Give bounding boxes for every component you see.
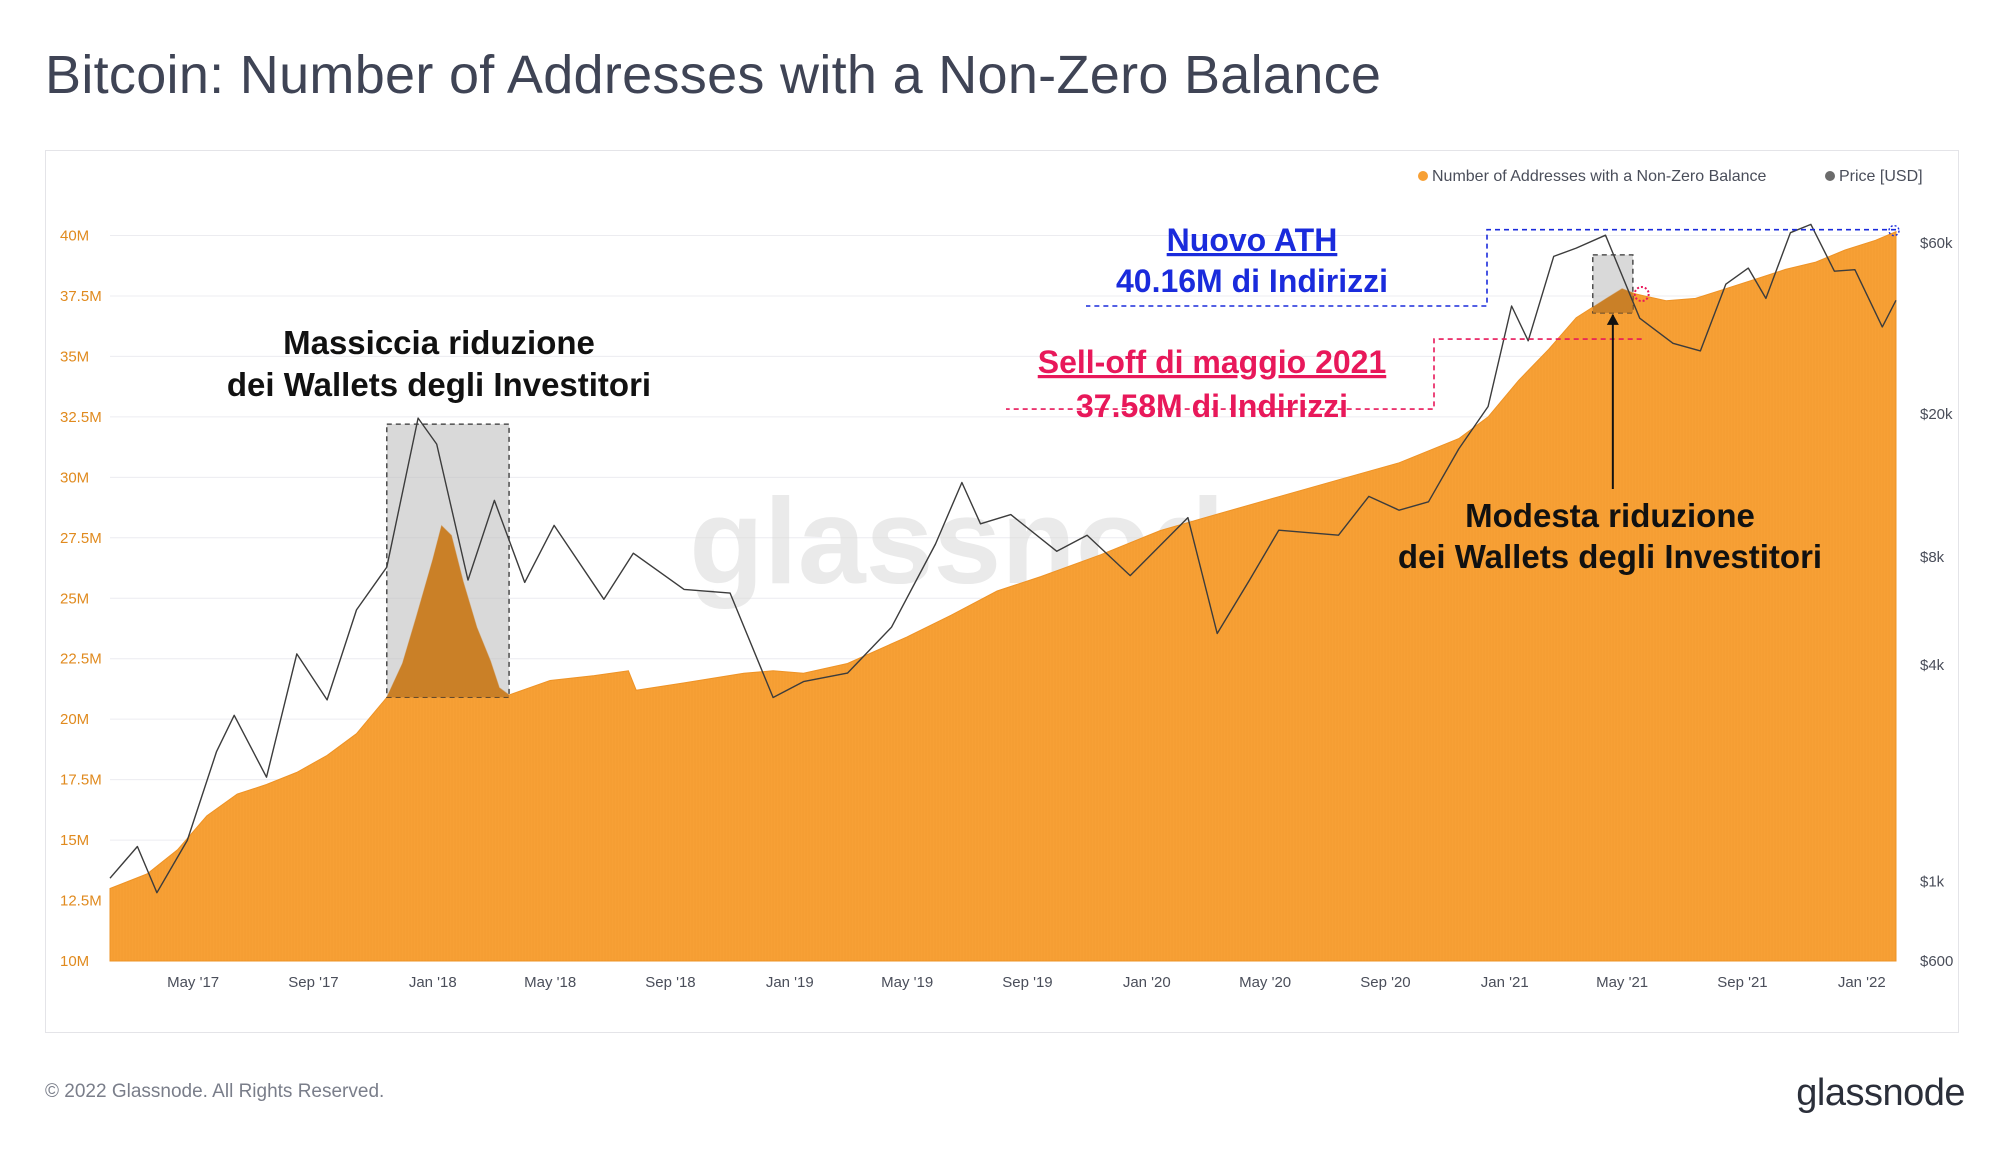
annotation-ath-line1: Nuovo ATH	[1167, 222, 1338, 258]
annotation-selloff-line2: 37.58M di Indirizzi	[1076, 388, 1348, 424]
highlight-box-layer	[386, 254, 1634, 699]
selloff-marker	[1633, 286, 1650, 303]
y-left-tick-label: 17.5M	[60, 772, 102, 789]
x-tick-label: May '19	[881, 974, 933, 991]
price-line	[109, 223, 1897, 894]
y-left-tick-label: 15M	[60, 832, 89, 849]
modest-reduction-arrowhead	[1606, 313, 1619, 325]
legend-swatch-price	[1825, 171, 1835, 181]
y-left-tick-label: 37.5M	[60, 288, 102, 305]
annotation-selloff-line1: Sell-off di maggio 2021	[1038, 344, 1387, 380]
x-tick-label: May '17	[167, 974, 219, 991]
annotation-massive-line1: Massiccia riduzione	[283, 324, 595, 361]
x-tick-label: Jan '20	[1123, 974, 1171, 991]
ath-marker	[1888, 224, 1900, 237]
y-left-tick-label: 35M	[60, 348, 89, 365]
x-tick-label: Sep '20	[1360, 974, 1410, 991]
massive-reduction-fill	[386, 525, 510, 698]
axis-layer: 10M 12.5M 15M 17.5M 20M 22.5M 25M 27.5M 30M 32.5M…	[60, 228, 1953, 991]
footer-logo: glassnode	[1796, 1072, 1965, 1114]
y-left-tick-label: 25M	[60, 590, 89, 607]
x-tick-label: Jan '18	[409, 974, 457, 991]
y-right-tick-label: $1k	[1920, 873, 1945, 890]
modest-reduction-fill	[1592, 288, 1633, 313]
annotation-layer: Massiccia riduzione dei Wallets degli In…	[227, 222, 1900, 575]
selloff-leader	[1006, 338, 1642, 410]
y-left-tick-label: 32.5M	[60, 409, 102, 426]
y-left-tick-label: 22.5M	[60, 651, 102, 668]
x-tick-label: Jan '21	[1481, 974, 1529, 991]
annotation-modest-line1: Modesta riduzione	[1465, 497, 1755, 534]
x-tick-label: Sep '21	[1717, 974, 1767, 991]
x-tick-label: Sep '19	[1002, 974, 1052, 991]
y-left-tick-label: 30M	[60, 469, 89, 486]
legend-label-addresses[interactable]: Number of Addresses with a Non-Zero Bala…	[1432, 168, 1766, 185]
annotation-massive-line2: dei Wallets degli Investitori	[227, 366, 651, 403]
annotation-ath-line2: 40.16M di Indirizzi	[1116, 263, 1388, 299]
legend-label-price[interactable]: Price [USD]	[1839, 168, 1923, 185]
x-tick-label: May '21	[1596, 974, 1648, 991]
y-left-tick-label: 27.5M	[60, 530, 102, 547]
y-left-tick-label: 20M	[60, 711, 89, 728]
y-right-tick-label: $8k	[1920, 549, 1945, 566]
ath-leader	[1086, 228, 1896, 307]
page-title: Bitcoin: Number of Addresses with a Non-…	[45, 45, 1382, 105]
legend-swatch-addresses	[1418, 171, 1428, 181]
x-tick-label: May '20	[1239, 974, 1291, 991]
x-tick-label: May '18	[524, 974, 576, 991]
footer-copyright: © 2022 Glassnode. All Rights Reserved.	[45, 1081, 385, 1102]
annotation-modest-line2: dei Wallets degli Investitori	[1398, 538, 1822, 575]
y-right-tick-label: $600	[1920, 953, 1953, 970]
x-tick-label: Sep '17	[288, 974, 338, 991]
y-left-tick-label: 12.5M	[60, 893, 102, 910]
chart-frame: glassnode 10M 12.5M 15M 17.5M 20M 22.5M 25M 27.…	[45, 150, 1959, 1033]
y-left-tick-label: 10M	[60, 953, 89, 970]
address-area	[109, 230, 1897, 962]
x-tick-label: Jan '19	[766, 974, 814, 991]
y-right-tick-label: $4k	[1920, 657, 1945, 674]
x-tick-label: Jan '22	[1838, 974, 1886, 991]
y-right-tick-label: $60k	[1920, 235, 1953, 252]
x-tick-label: Sep '18	[645, 974, 695, 991]
price-line-layer	[109, 223, 1897, 894]
y-left-tick-label: 40M	[60, 228, 89, 245]
y-right-tick-label: $20k	[1920, 406, 1953, 423]
legend: Number of Addresses with a Non-Zero Bala…	[1418, 168, 1923, 185]
chart-svg: glassnode 10M12.5M15M17.5M20M22.5M25M27.…	[60, 168, 1953, 991]
